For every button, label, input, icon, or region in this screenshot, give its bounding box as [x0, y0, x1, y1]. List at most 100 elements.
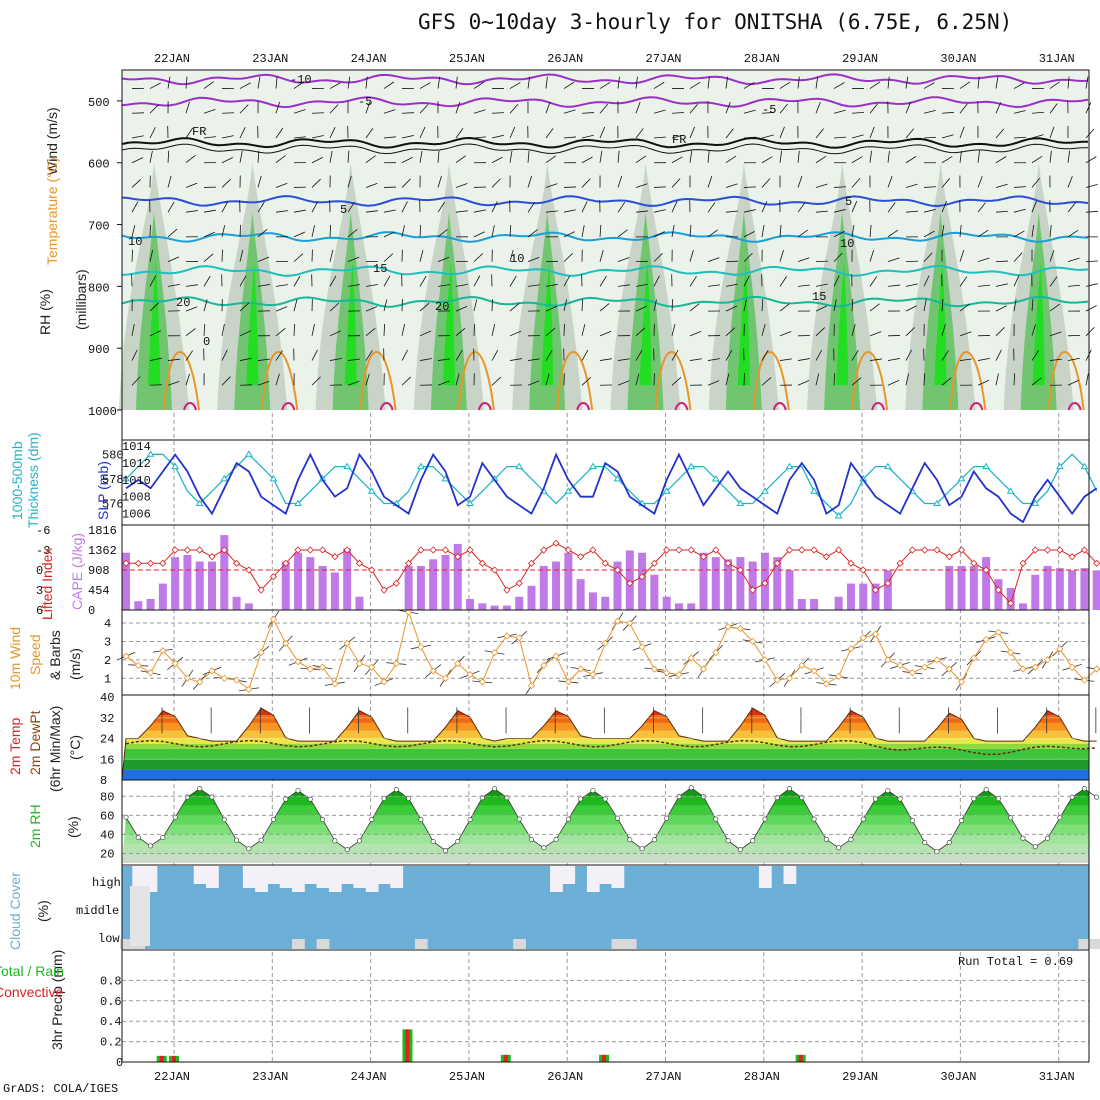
wind-barb: [905, 102, 911, 114]
wind10m-point: [527, 682, 536, 690]
wind-barb: [869, 126, 875, 139]
wind-barb: [725, 327, 736, 337]
rh-point: [565, 816, 571, 822]
wind-barb: [491, 156, 503, 164]
wind-barb: [797, 257, 810, 263]
wind-barb: [761, 201, 768, 213]
label-cloud-units: (%): [35, 900, 51, 922]
wind-barb: [995, 283, 1008, 287]
wind-barb: [689, 358, 702, 361]
wind10m-point: [761, 656, 769, 664]
rh-point: [983, 787, 989, 793]
li-point: [159, 559, 167, 567]
wind10m-point: [147, 669, 155, 677]
wind-barb: [185, 306, 198, 312]
rh-point: [270, 817, 276, 823]
label-slp: SLP (mb): [95, 461, 111, 520]
wind-barb: [257, 201, 265, 213]
wind-barb: [707, 257, 720, 263]
wind10m-point: [245, 685, 253, 693]
wind-barb: [869, 358, 882, 361]
wind-barb: [959, 250, 965, 262]
wind-barb: [563, 275, 571, 287]
li-point: [147, 559, 155, 567]
wind-barb: [329, 150, 333, 163]
slp-line: [125, 452, 1098, 524]
cape-bar: [244, 603, 253, 610]
wind-barb: [941, 224, 945, 237]
wind-barb: [635, 283, 648, 287]
wind-barb: [1013, 186, 1027, 188]
rh-band: [122, 843, 1089, 854]
wind-barb: [329, 302, 340, 312]
wind-barb: [1067, 229, 1079, 238]
wind10m-point: [343, 639, 351, 647]
wind-barb: [545, 210, 558, 213]
cape-bar: [883, 570, 892, 610]
wind-barb: [689, 330, 702, 337]
ytick-label-slp: 1008: [122, 491, 151, 505]
label-cloud-cover: Cloud Cover: [7, 872, 23, 950]
wind-barb: [149, 330, 161, 337]
ytick-label-cape: 454: [88, 584, 110, 598]
li-point: [405, 559, 413, 567]
wind-barb: [599, 303, 610, 312]
wind-barb: [797, 202, 806, 213]
wind-barb: [1049, 331, 1062, 337]
wind-barb: [563, 186, 577, 188]
li-point: [1080, 546, 1088, 554]
thickness-point: [195, 499, 204, 507]
wind-barb: [725, 210, 738, 213]
panel-frame: [121, 949, 1090, 1063]
rh-plume-core: [344, 261, 357, 386]
isotherm-line: [121, 96, 1089, 109]
wind-barb: [383, 81, 395, 89]
temp-band: [122, 769, 1089, 780]
cape-bar: [539, 565, 548, 610]
cape-bar: [945, 565, 954, 610]
rh-point: [528, 836, 534, 842]
thickness-line: [125, 453, 1098, 517]
wind-barb: [1049, 303, 1060, 312]
temp-line: [121, 707, 1097, 781]
wind-barb: [779, 224, 782, 237]
cape-bar: [429, 559, 438, 610]
cape-bar: [748, 561, 757, 610]
cloud-high-block: [365, 866, 379, 892]
li-point: [208, 553, 216, 561]
wind-barb: [167, 358, 180, 361]
wind10m-point: [392, 659, 400, 668]
date-label-bottom: 29JAN: [842, 1070, 878, 1084]
wind-barb: [815, 373, 820, 386]
legend-total-rain: Total / Rain: [0, 963, 64, 979]
wind-barb: [185, 350, 194, 361]
cape-bar: [502, 605, 511, 610]
ytick-label: 700: [88, 220, 110, 234]
wind-barb: [635, 305, 648, 312]
wind-barb: [419, 224, 422, 237]
wind10m-point: [564, 678, 572, 686]
wind-barb: [239, 127, 246, 139]
cape-bar: [441, 554, 450, 610]
wind-barb: [1067, 257, 1080, 263]
rh-point: [209, 794, 215, 800]
wind-barb: [581, 299, 583, 312]
wind-barb: [1031, 350, 1039, 361]
wind-barb: [815, 210, 828, 213]
wind-barb: [257, 76, 261, 89]
wind-barb: [977, 357, 990, 361]
wind-barb: [311, 157, 323, 164]
label-temp-units: (°C): [67, 735, 83, 760]
rh-point: [148, 843, 154, 849]
li-point: [613, 566, 622, 574]
wind10m-point: [736, 625, 744, 633]
wind-barb: [887, 257, 900, 263]
wind-barb: [617, 175, 623, 188]
wind-barb: [905, 327, 915, 337]
cape-bar: [1018, 603, 1027, 610]
wind-barb: [833, 209, 846, 213]
wind-barb: [707, 202, 716, 213]
thickness-point: [662, 487, 671, 494]
wind-barb: [653, 109, 666, 114]
wind-barb: [725, 101, 731, 114]
